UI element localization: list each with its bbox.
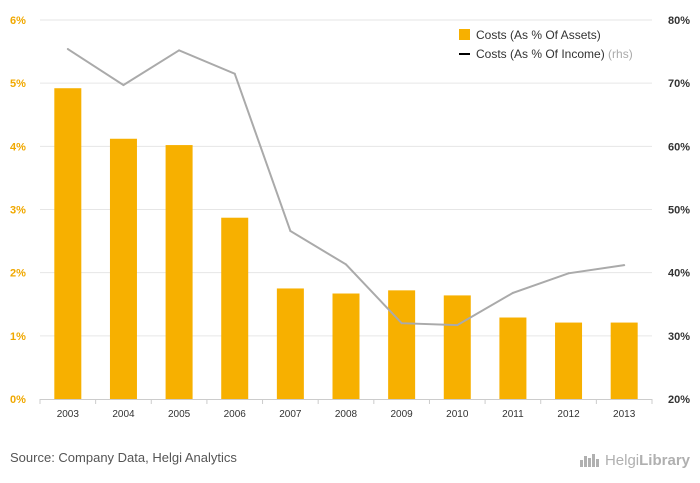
y-right-tick-label: 40% xyxy=(668,268,690,280)
logo-icon xyxy=(579,454,599,467)
grid-lines xyxy=(40,19,652,337)
x-tick-label: 2013 xyxy=(613,409,636,420)
bar xyxy=(443,295,471,399)
bar xyxy=(555,322,583,399)
x-tick-label: 2010 xyxy=(446,409,469,420)
line-path xyxy=(67,48,625,327)
x-tick-label: 2006 xyxy=(224,409,247,420)
y-right-tick-label: 30% xyxy=(668,331,690,343)
legend-label-bar: Costs (As % Of Assets) xyxy=(476,28,601,42)
y-right-tick-label: 20% xyxy=(668,394,690,406)
bar xyxy=(165,145,193,399)
x-tick-label: 2008 xyxy=(335,409,358,420)
y-left-tick-label: 3% xyxy=(10,205,26,217)
axes: 0% 1% 2% 3% 4% 5% 6% 20% 30% 40% 50% 60% 70% 80% 2003 2… xyxy=(10,15,690,420)
chart: 0% 1% 2% 3% 4% 5% 6% 20% 30% 40% 50% 60% 70% 80% 2003 2… xyxy=(10,15,690,420)
line-point xyxy=(122,84,125,87)
bar xyxy=(610,322,638,399)
source-note: Source: Company Data, Helgi Analytics xyxy=(10,450,237,465)
bar xyxy=(332,293,360,399)
y-right-tick-label: 50% xyxy=(668,205,690,217)
bar xyxy=(276,288,304,399)
bar xyxy=(54,88,82,399)
y-left-tick-label: 0% xyxy=(10,394,26,406)
line-series xyxy=(66,48,626,327)
x-tick-label: 2009 xyxy=(391,409,414,420)
bar xyxy=(388,290,416,399)
y-left-tick-label: 1% xyxy=(10,331,26,343)
line-point xyxy=(567,272,570,275)
line-point xyxy=(66,48,69,51)
line-point xyxy=(289,229,292,232)
y-left-tick-label: 5% xyxy=(10,78,26,90)
legend-label-line: Costs (As % Of Income) (rhs) xyxy=(476,47,633,61)
x-tick-label: 2003 xyxy=(57,409,80,420)
line-point xyxy=(345,263,347,266)
y-right-tick-label: 80% xyxy=(668,15,690,27)
line-point xyxy=(511,291,514,294)
logo-text: HelgiLibrary xyxy=(604,451,690,469)
line-point xyxy=(178,49,181,52)
legend: Costs (As % Of Assets) Costs (As % Of In… xyxy=(459,28,633,61)
x-tick-label: 2012 xyxy=(557,409,580,420)
line-point xyxy=(233,72,236,75)
x-tick-label: 2007 xyxy=(279,409,302,420)
line-point xyxy=(456,324,459,327)
bar xyxy=(221,217,249,399)
x-tick-label: 2011 xyxy=(502,409,524,420)
line-point xyxy=(400,322,403,325)
bar xyxy=(109,138,137,399)
y-left-tick-label: 6% xyxy=(10,15,26,27)
legend-swatch-bar xyxy=(459,29,470,40)
y-left-tick-label: 4% xyxy=(10,141,26,153)
x-tick-label: 2005 xyxy=(168,409,191,420)
y-right-tick-label: 70% xyxy=(668,78,690,90)
x-tick-label: 2004 xyxy=(112,409,135,420)
line-point xyxy=(623,264,626,267)
bar-series xyxy=(54,88,638,399)
helgi-library-logo: HelgiLibrary xyxy=(579,448,690,472)
y-left-tick-label: 2% xyxy=(10,268,26,280)
bar xyxy=(499,317,527,399)
y-right-tick-label: 60% xyxy=(668,141,690,153)
